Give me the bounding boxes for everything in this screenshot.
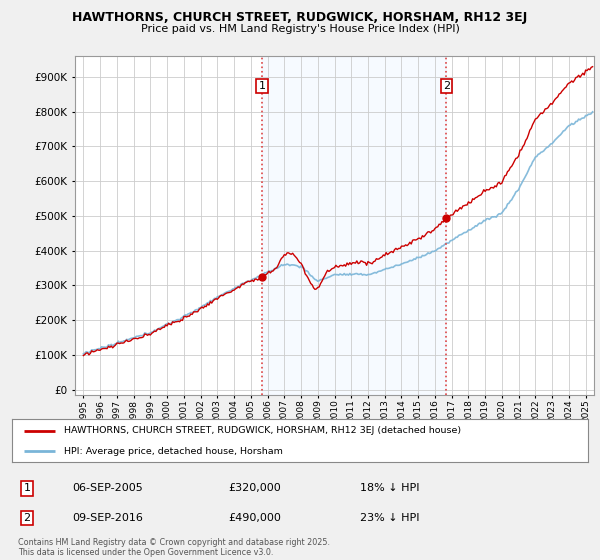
Text: 09-SEP-2016: 09-SEP-2016 <box>72 513 143 523</box>
Text: £490,000: £490,000 <box>228 513 281 523</box>
Text: 06-SEP-2005: 06-SEP-2005 <box>72 483 143 493</box>
Text: 1: 1 <box>259 81 266 91</box>
Text: Contains HM Land Registry data © Crown copyright and database right 2025.
This d: Contains HM Land Registry data © Crown c… <box>18 538 330 557</box>
Text: 2: 2 <box>443 81 450 91</box>
Text: Price paid vs. HM Land Registry's House Price Index (HPI): Price paid vs. HM Land Registry's House … <box>140 24 460 34</box>
Text: 2: 2 <box>23 513 31 523</box>
Text: 18% ↓ HPI: 18% ↓ HPI <box>360 483 419 493</box>
Bar <box>262 56 446 395</box>
Text: £320,000: £320,000 <box>228 483 281 493</box>
Text: HAWTHORNS, CHURCH STREET, RUDGWICK, HORSHAM, RH12 3EJ: HAWTHORNS, CHURCH STREET, RUDGWICK, HORS… <box>73 11 527 24</box>
Text: HPI: Average price, detached house, Horsham: HPI: Average price, detached house, Hors… <box>64 447 283 456</box>
Text: HAWTHORNS, CHURCH STREET, RUDGWICK, HORSHAM, RH12 3EJ (detached house): HAWTHORNS, CHURCH STREET, RUDGWICK, HORS… <box>64 427 461 436</box>
Text: 23% ↓ HPI: 23% ↓ HPI <box>360 513 419 523</box>
Text: 1: 1 <box>23 483 31 493</box>
